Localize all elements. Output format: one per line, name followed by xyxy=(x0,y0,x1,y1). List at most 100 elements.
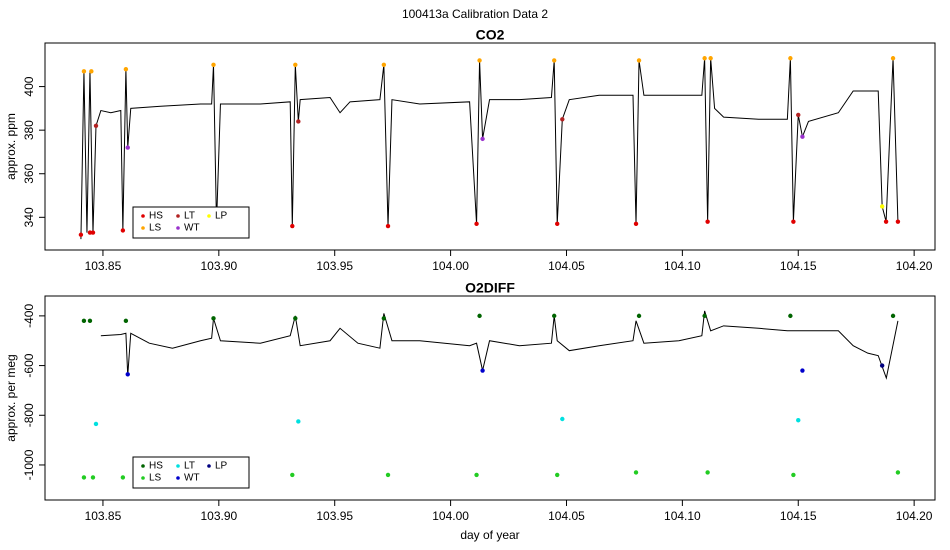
legend-label: HS xyxy=(149,461,163,472)
calibration-point xyxy=(90,230,96,235)
calibration-point xyxy=(633,221,639,227)
panel-title: O2DIFF xyxy=(465,280,515,296)
legend-swatch xyxy=(207,464,211,468)
calibration-point xyxy=(81,318,87,324)
calibration-point xyxy=(796,418,801,423)
x-axis-label: day of year xyxy=(460,528,519,542)
y-axis-label: approx. per meg xyxy=(4,354,18,441)
calibration-point xyxy=(895,219,901,224)
x-tick-label: 104.15 xyxy=(780,259,817,273)
trace-line xyxy=(100,310,899,380)
calibration-point xyxy=(796,112,801,118)
panel: O2DIFF approx. per meg day of year 103.85 10… xyxy=(4,280,936,542)
calibration-point xyxy=(293,62,298,67)
calibration-point xyxy=(381,316,387,321)
y-tick-label: -400 xyxy=(22,304,36,328)
calibration-point xyxy=(293,316,298,321)
legend-swatch xyxy=(141,476,145,480)
calibration-point xyxy=(702,313,707,319)
calibration-point xyxy=(123,318,129,324)
calibration-point xyxy=(87,230,93,235)
calibration-point xyxy=(477,313,482,319)
calibration-point xyxy=(290,472,295,478)
calibration-point xyxy=(480,368,485,373)
calibration-point xyxy=(708,56,713,61)
legend-label: LS xyxy=(149,223,162,234)
legend-swatch xyxy=(141,214,145,218)
figure-title: 100413a Calibration Data 2 xyxy=(402,7,548,21)
calibration-point xyxy=(552,58,557,63)
trace-line xyxy=(80,58,899,240)
calibration-point xyxy=(296,119,301,124)
calibration-point xyxy=(474,221,479,227)
calibration-point xyxy=(890,56,896,61)
calibration-point xyxy=(560,117,565,122)
legend-swatch xyxy=(176,226,180,230)
x-tick-label: 104.00 xyxy=(432,259,469,273)
y-tick-label: -800 xyxy=(22,403,36,427)
y-tick-label: -600 xyxy=(22,353,36,377)
calibration-point xyxy=(90,475,96,480)
calibration-point xyxy=(800,134,805,139)
calibration-point xyxy=(705,470,710,475)
x-tick-label: 104.05 xyxy=(548,509,585,523)
y-tick-label: -1000 xyxy=(22,449,36,480)
legend-swatch xyxy=(141,226,145,230)
legend-label: WT xyxy=(184,223,200,234)
calibration-point xyxy=(120,228,126,233)
plot-frame xyxy=(44,42,936,251)
calibration-point xyxy=(211,316,216,321)
calibration-point xyxy=(788,313,793,319)
legend-swatch xyxy=(207,214,211,218)
calibration-point xyxy=(879,204,885,209)
plot-frame xyxy=(44,295,936,501)
calibration-point xyxy=(123,66,129,72)
calibration-point xyxy=(800,368,805,373)
calibration-point xyxy=(791,219,796,224)
calibration-point xyxy=(633,470,639,475)
calibration-point xyxy=(788,56,793,61)
legend-label: HS xyxy=(149,211,163,222)
calibration-point xyxy=(381,62,387,67)
calibration-point xyxy=(895,470,901,475)
calibration-point xyxy=(89,69,94,74)
calibration-point xyxy=(296,419,301,424)
calibration-point xyxy=(93,123,99,128)
x-tick-label: 104.05 xyxy=(548,259,585,273)
y-axis-label: approx. ppm xyxy=(4,113,18,180)
calibration-point xyxy=(555,221,560,227)
legend-box xyxy=(132,206,250,239)
calibration-point xyxy=(702,56,707,61)
panel-title: CO2 xyxy=(476,27,505,43)
calibration-point xyxy=(879,363,885,368)
calibration-point xyxy=(791,472,796,478)
legend-label: LT xyxy=(184,211,195,222)
calibration-point xyxy=(385,472,391,478)
x-tick-label: 103.95 xyxy=(316,509,353,523)
legend-label: LP xyxy=(215,211,228,222)
calibration-point xyxy=(636,58,642,63)
calibration-point xyxy=(125,145,130,150)
calibration-point xyxy=(883,219,889,224)
y-tick-label: 360 xyxy=(22,163,36,183)
calibration-point xyxy=(477,58,482,63)
calibration-point xyxy=(211,62,216,67)
x-tick-label: 104.20 xyxy=(896,509,933,523)
legend-label: LT xyxy=(184,461,195,472)
x-tick-label: 103.90 xyxy=(200,509,237,523)
x-tick-label: 103.85 xyxy=(85,509,122,523)
panel: CO2 approx. ppm 103.85 103.90 103.95 104.00 10… xyxy=(4,27,936,273)
y-tick-label: 400 xyxy=(22,76,36,96)
calibration-point xyxy=(552,313,557,319)
calibration-point xyxy=(474,472,479,478)
y-tick-label: 380 xyxy=(22,120,36,140)
legend-swatch xyxy=(176,214,180,218)
legend-swatch xyxy=(176,464,180,468)
x-tick-label: 104.10 xyxy=(664,259,701,273)
calibration-point xyxy=(120,475,126,480)
calibration-point xyxy=(890,313,896,319)
calibration-point xyxy=(93,421,99,427)
